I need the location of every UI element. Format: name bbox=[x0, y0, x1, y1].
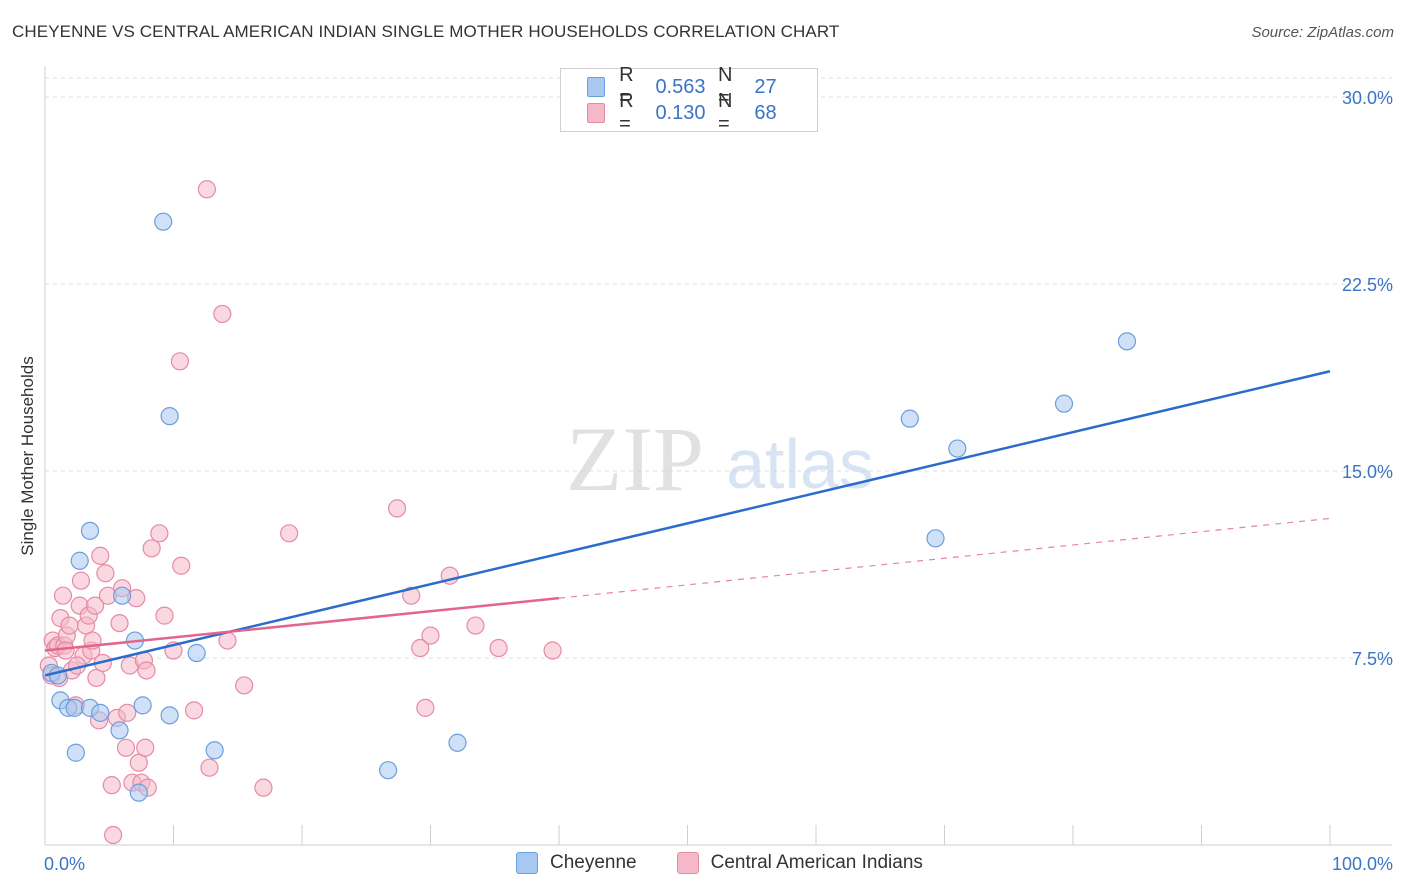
x-tick-label: 100.0% bbox=[1332, 854, 1393, 874]
central-american-indians-point bbox=[387, 499, 407, 518]
legend-item-cheyenne[interactable]: Cheyenne bbox=[516, 852, 637, 874]
cheyenne-point bbox=[926, 529, 945, 548]
legend-r-value: 0.130 bbox=[655, 101, 706, 124]
legend-row-cheyenne: R = 0.563 N = 27 bbox=[587, 64, 817, 109]
y-tick-label: 7.5% bbox=[1352, 649, 1393, 669]
central-american-indians-point bbox=[197, 180, 217, 199]
central-american-indians-point bbox=[118, 703, 137, 722]
cheyenne-point bbox=[378, 761, 398, 780]
axes bbox=[44, 66, 1392, 846]
central-american-indians-point bbox=[421, 626, 440, 645]
correlation-legend: R = 0.563 N = 27 R = 0.130 N = 68 bbox=[560, 64, 818, 135]
central-american-indians-point bbox=[102, 776, 121, 795]
y-tick-label: 22.5% bbox=[1342, 275, 1393, 295]
central-american-indians-point bbox=[411, 638, 430, 658]
legend-r-label: R = bbox=[619, 90, 634, 135]
cheyenne-point bbox=[70, 551, 89, 570]
central-american-indians-point bbox=[213, 304, 232, 324]
central-american-indians-point bbox=[489, 638, 508, 658]
legend-swatch-blue bbox=[516, 852, 538, 874]
watermark-zip: ZIP bbox=[566, 408, 704, 510]
central-american-indians-point bbox=[416, 698, 435, 717]
cheyenne-point bbox=[187, 643, 206, 663]
central-american-indians-point bbox=[129, 753, 148, 772]
cheyenne-point bbox=[66, 743, 85, 762]
central-american-trend-extension bbox=[558, 517, 1331, 599]
legend-n-label: N = bbox=[718, 64, 733, 109]
central-american-indians-point bbox=[172, 556, 191, 575]
legend-swatch-blue bbox=[587, 77, 606, 97]
central-american-indians-point bbox=[170, 352, 190, 371]
central-american-indians-points bbox=[39, 180, 562, 845]
trend-lines bbox=[44, 370, 1331, 677]
central-american-indians-point bbox=[104, 825, 123, 845]
central-american-indians-point bbox=[466, 616, 485, 635]
source-text: Source: ZipAtlas.com bbox=[1251, 24, 1394, 41]
cheyenne-point bbox=[900, 409, 919, 428]
central-american-indians-point bbox=[142, 539, 161, 558]
watermark-atlas: atlas bbox=[726, 425, 874, 503]
y-tick-label: 15.0% bbox=[1342, 462, 1393, 482]
legend-swatch-pink bbox=[676, 852, 699, 874]
central-american-indians-point bbox=[155, 606, 174, 625]
central-american-indians-point bbox=[543, 641, 562, 660]
central-american-indians-point bbox=[87, 668, 106, 688]
legend-swatch-pink bbox=[587, 103, 606, 123]
series-legend: Cheyenne Central American Indians bbox=[516, 852, 963, 874]
cheyenne-point bbox=[133, 696, 152, 715]
cheyenne-point bbox=[129, 783, 148, 802]
cheyenne-point bbox=[91, 703, 110, 722]
central-american-indians-point bbox=[96, 564, 115, 583]
legend-item-central-american-indians[interactable]: Central American Indians bbox=[676, 852, 923, 874]
legend-n-label: N = bbox=[718, 90, 733, 135]
grid-lines bbox=[45, 77, 1392, 659]
central-american-indians-point bbox=[402, 586, 421, 605]
central-american-indians-point bbox=[137, 661, 156, 680]
cheyenne-point bbox=[154, 212, 173, 231]
central-american-indians-point bbox=[280, 524, 299, 543]
central-american-indians-point bbox=[56, 641, 75, 660]
tick-labels: 7.5% 15.0% 22.5% 30.0% 0.0% 100.0% bbox=[44, 88, 1393, 874]
central-american-indians-point bbox=[254, 778, 273, 797]
cheyenne-point bbox=[112, 586, 132, 605]
cheyenne-point bbox=[48, 666, 67, 685]
central-american-indians-point bbox=[86, 596, 105, 615]
central-american-indians-point bbox=[53, 586, 73, 605]
central-american-indians-point bbox=[184, 701, 204, 720]
cheyenne-point bbox=[1117, 332, 1137, 351]
central-american-indians-point bbox=[110, 613, 129, 633]
legend-row-central-american: R = 0.130 N = 68 bbox=[587, 90, 817, 135]
legend-r-label: R = bbox=[619, 64, 634, 109]
central-american-indians-point bbox=[235, 676, 254, 695]
central-american-indians-point bbox=[136, 738, 155, 757]
chart-title: CHEYENNE VS CENTRAL AMERICAN INDIAN SING… bbox=[12, 22, 840, 41]
cheyenne-point bbox=[65, 698, 84, 717]
cheyenne-point bbox=[205, 741, 224, 760]
legend-label-central-american-indians: Central American Indians bbox=[710, 852, 923, 873]
x-tick-label: 0.0% bbox=[44, 854, 85, 874]
legend-n-value: 27 bbox=[754, 75, 777, 98]
cheyenne-point bbox=[948, 439, 967, 458]
cheyenne-point bbox=[1054, 394, 1074, 413]
central-american-indians-point bbox=[60, 616, 79, 635]
cheyenne-point bbox=[160, 407, 179, 426]
cheyenne-point bbox=[80, 521, 100, 540]
y-tick-label: 30.0% bbox=[1342, 88, 1393, 108]
central-american-trend-line bbox=[44, 596, 560, 652]
central-american-indians-point bbox=[150, 524, 169, 543]
watermark: ZIP atlas bbox=[566, 408, 874, 510]
cheyenne-trend-line bbox=[44, 370, 1331, 677]
legend-label-cheyenne: Cheyenne bbox=[550, 852, 637, 873]
central-american-indians-point bbox=[200, 758, 219, 777]
central-american-indians-point bbox=[91, 546, 110, 565]
cheyenne-point bbox=[160, 706, 179, 725]
central-american-indians-point bbox=[116, 738, 136, 757]
cheyenne-point bbox=[110, 721, 129, 740]
legend-n-value: 68 bbox=[754, 101, 777, 124]
central-american-indians-point bbox=[71, 571, 91, 590]
cheyenne-point bbox=[448, 733, 467, 752]
legend-r-value: 0.563 bbox=[655, 75, 706, 98]
